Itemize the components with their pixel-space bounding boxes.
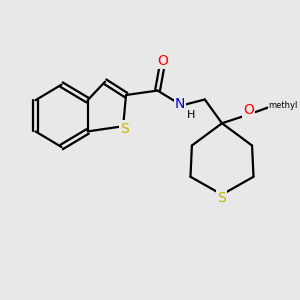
Text: S: S bbox=[218, 190, 226, 205]
Text: H: H bbox=[187, 110, 195, 120]
Text: N: N bbox=[175, 97, 185, 111]
Text: methyl: methyl bbox=[268, 101, 298, 110]
Text: O: O bbox=[243, 103, 254, 117]
Text: O: O bbox=[157, 54, 168, 68]
Text: S: S bbox=[120, 122, 128, 136]
